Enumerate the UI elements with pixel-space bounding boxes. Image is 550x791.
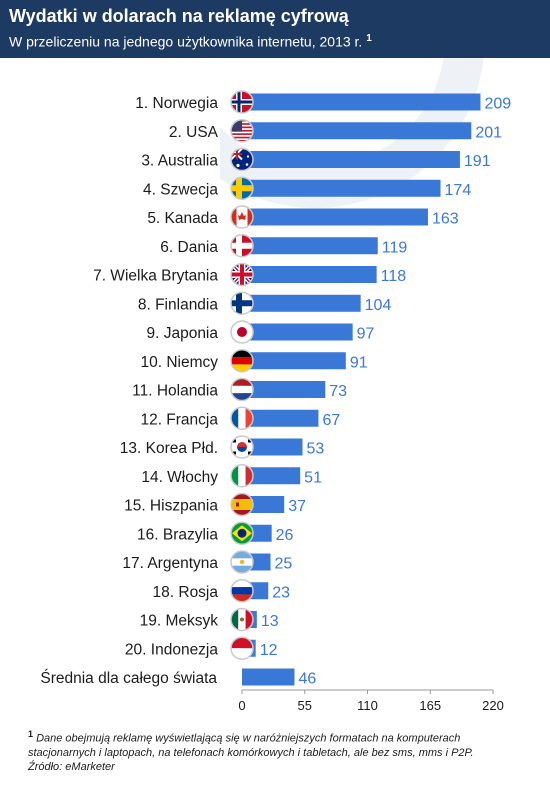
category-label: 12. Francja <box>140 411 218 428</box>
x-tick-label: 165 <box>419 698 441 713</box>
sweden-flag-icon <box>230 176 254 200</box>
spain-flag-icon <box>230 492 254 517</box>
bar <box>242 266 377 283</box>
x-tick-label: 0 <box>238 698 245 713</box>
value-label: 26 <box>276 527 294 544</box>
bar <box>242 668 295 686</box>
value-label: 13 <box>261 613 279 630</box>
bar <box>242 409 319 427</box>
value-label: 104 <box>365 297 392 314</box>
category-label: 7. Wielka Brytania <box>93 268 218 285</box>
value-label: 97 <box>357 326 375 343</box>
chart-subtitle: W przeliczeniu na jednego użytkownika in… <box>9 33 372 50</box>
bar <box>242 294 361 312</box>
x-tick-label: 220 <box>482 698 504 713</box>
category-label: 9. Japonia <box>146 325 218 342</box>
japan-flag-icon <box>230 320 254 344</box>
footnote-line-2: stacjonarnych i laptopach, na telefonach… <box>28 746 474 759</box>
france-flag-icon <box>230 406 254 430</box>
argentina-flag-icon <box>230 550 254 574</box>
bar-chart: 1. Norwegia 209 2. USA 201 3. Australia 191 4.… <box>40 90 511 713</box>
value-label: 119 <box>382 239 408 256</box>
bar <box>242 467 301 485</box>
netherlands-flag-icon <box>230 377 254 402</box>
category-label: 11. Holandia <box>132 383 218 400</box>
value-label: 51 <box>304 469 322 486</box>
germany-flag-icon <box>230 349 254 373</box>
category-label: 17. Argentyna <box>122 555 218 572</box>
category-label: Średnia dla całego świata <box>40 669 217 687</box>
value-label: 37 <box>288 498 306 515</box>
indonesia-flag-icon <box>230 636 254 660</box>
category-label: 2. USA <box>169 124 219 141</box>
x-tick-label: 55 <box>298 698 312 713</box>
bar <box>242 179 441 197</box>
category-label: 20. Indonezja <box>125 641 218 658</box>
uk-flag-icon <box>230 262 254 287</box>
value-label: 73 <box>329 383 347 400</box>
brazil-flag-icon <box>230 521 254 545</box>
value-label: 209 <box>484 96 511 113</box>
value-label: 91 <box>350 354 368 371</box>
usa-flag-icon <box>230 119 254 143</box>
bar <box>242 438 303 456</box>
chart-area: 1. Norwegia 209 2. USA 201 3. Australia 191 4.… <box>0 58 550 718</box>
subtitle-footnote-marker: 1 <box>366 33 372 44</box>
subtitle-text: W przeliczeniu na jednego użytkownika in… <box>9 33 363 50</box>
bar <box>242 352 346 370</box>
south-korea-flag-icon <box>230 435 254 459</box>
category-label: 13. Korea Płd. <box>120 440 218 457</box>
category-label: 16. Brazylia <box>137 526 218 543</box>
mexico-flag-icon <box>230 607 254 632</box>
bar <box>242 323 353 341</box>
value-label: 23 <box>272 584 290 601</box>
bar <box>242 208 428 226</box>
value-label: 25 <box>275 556 293 573</box>
canada-flag-icon <box>230 205 254 229</box>
finland-flag-icon <box>230 291 254 315</box>
value-label: 174 <box>445 182 472 199</box>
bar <box>242 237 378 255</box>
x-tick-label: 110 <box>357 698 378 713</box>
bar <box>242 93 481 111</box>
value-label: 12 <box>260 642 278 659</box>
value-label: 46 <box>298 671 316 688</box>
chart-title: Wydatki w dolarach na reklamę cyfrową <box>9 6 349 26</box>
category-label: 1. Norwegia <box>135 95 218 112</box>
footnote-source: Źródło: eMarketer <box>28 760 115 773</box>
value-label: 191 <box>464 153 491 170</box>
category-label: 6. Dania <box>160 239 218 256</box>
chart-header: Wydatki w dolarach na reklamę cyfrową W … <box>0 0 550 58</box>
category-label: 19. Meksyk <box>140 613 219 630</box>
category-label: 14. Włochy <box>141 469 218 486</box>
category-label: 18. Rosja <box>153 584 219 601</box>
italy-flag-icon <box>230 464 254 488</box>
category-label: 3. Australia <box>141 153 218 170</box>
russia-flag-icon <box>230 579 254 603</box>
value-label: 118 <box>381 268 407 285</box>
bar <box>242 122 472 140</box>
value-label: 163 <box>432 211 459 228</box>
value-label: 201 <box>475 124 502 141</box>
denmark-flag-icon <box>230 234 254 258</box>
category-label: 4. Szwecja <box>143 181 218 198</box>
norway-flag-icon <box>230 90 254 114</box>
footnote-marker: 1 <box>28 729 34 739</box>
category-label: 5. Kanada <box>147 210 218 227</box>
footnote-line-1: Dane obejmują reklamę wyświetlającą się … <box>36 732 461 745</box>
category-label: 10. Niemcy <box>140 354 218 371</box>
bar <box>242 381 326 398</box>
value-label: 53 <box>306 441 324 458</box>
australia-flag-icon <box>230 147 254 172</box>
category-label: 15. Hiszpania <box>124 498 218 515</box>
value-label: 67 <box>322 412 340 429</box>
bar <box>242 151 460 168</box>
footnote: 1 Dane obejmują reklamę wyświetlającą si… <box>28 727 538 774</box>
category-label: 8. Finlandia <box>138 296 219 313</box>
